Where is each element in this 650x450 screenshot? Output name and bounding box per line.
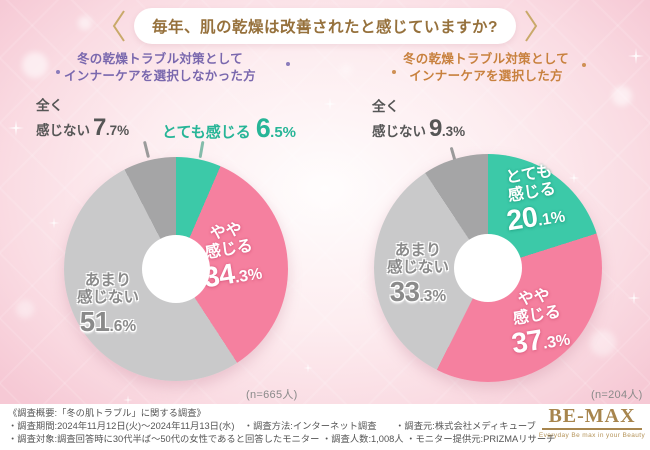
right-sample-size: (n=204人) — [591, 389, 643, 401]
left-label-totemo-text: とても感じる — [162, 124, 251, 141]
donut-hole — [142, 235, 210, 303]
decorative-dot — [286, 62, 290, 66]
right-slice-amari: あまり 感じない 33.3% — [387, 242, 449, 308]
left-amari-line1: あまり — [84, 272, 132, 290]
left-chart-header-line2: インナーケアを選択しなかった方 — [63, 68, 256, 83]
page-title: 毎年、肌の乾燥は改善されたと感じていますか? — [134, 8, 516, 44]
bemax-logo-name: BE-MAX — [548, 405, 636, 427]
left-angle-bracket-icon — [112, 10, 125, 42]
bokeh-dot — [16, 300, 34, 318]
sparkle-icon — [303, 363, 313, 373]
bokeh-dot — [612, 86, 632, 106]
left-amari-line2: 感じない — [76, 289, 140, 307]
bokeh-dot — [320, 200, 330, 210]
right-label-mattaku: 全く 感じない 9.3% — [372, 99, 465, 144]
right-chart-header: 冬の乾燥トラブル対策として インナーケアを選択した方 — [374, 51, 598, 85]
right-slice-yaya: やや 感じる 37.3% — [504, 285, 572, 361]
sparkle-icon — [627, 291, 641, 305]
left-label-totemo: とても感じる 6.5% — [162, 113, 296, 144]
left-mattaku-percent: 7.7% — [93, 114, 130, 142]
bokeh-dot — [78, 16, 92, 30]
bokeh-dot — [340, 64, 352, 76]
survey-line-3: ・調査対象:調査回答時に30代半ば〜50代の女性であると回答したモニター ・調査… — [8, 434, 556, 445]
donut-chart-not-selected: やや 感じる 34.3% あまり 感じない 51.6% — [64, 157, 288, 381]
right-yaya-percent: 37.3% — [509, 323, 572, 361]
right-amari-line2: 感じない — [386, 259, 450, 277]
right-chart-header-line2: インナーケアを選択した方 — [409, 68, 563, 83]
sparkle-icon — [48, 217, 60, 229]
sparkle-icon — [628, 48, 644, 64]
right-label-mattaku-line2: 感じない — [372, 124, 426, 140]
footer: 《調査概要:「冬の肌トラブル」に関する調査》 ・調査期間:2024年11月12日… — [0, 404, 650, 450]
right-mattaku-percent: 9.3% — [429, 115, 466, 143]
left-label-mattaku-line1: 全く — [36, 98, 63, 113]
decorative-dot — [392, 70, 396, 74]
decorative-dot — [56, 70, 60, 74]
bokeh-dot — [590, 330, 616, 356]
right-amari-line1: あまり — [394, 242, 442, 260]
leader-line-left-mattaku — [142, 140, 150, 159]
left-amari-percent: 51.6% — [79, 305, 137, 337]
bemax-logo: BE-MAX Everyday Be max in your Beauty — [538, 405, 646, 440]
donut-chart-selected: とても 感じる 20.1% やや 感じる 37.3% あまり 感じない 33.3… — [374, 154, 602, 382]
right-angle-bracket-icon — [525, 10, 538, 42]
right-chart-header-line1: 冬の乾燥トラブル対策として — [402, 52, 570, 66]
bemax-logo-tagline: Everyday Be max in your Beauty — [538, 432, 646, 439]
right-totemo-percent: 20.1% — [504, 200, 567, 238]
sparkle-icon — [8, 120, 24, 136]
sparkle-icon — [123, 395, 133, 405]
left-chart-header-line1: 冬の乾燥トラブル対策として — [76, 52, 244, 66]
left-yaya-percent: 34.3% — [201, 257, 264, 295]
left-totemo-percent: 6.5% — [255, 113, 297, 143]
survey-outline: 《調査概要:「冬の肌トラブル」に関する調査》 ・調査期間:2024年11月12日… — [8, 407, 556, 447]
right-label-mattaku-line1: 全く — [372, 99, 399, 114]
sparkle-icon — [323, 97, 337, 111]
bokeh-dot — [22, 52, 48, 78]
donut-hole — [454, 234, 522, 302]
left-label-mattaku-line2: 感じない — [36, 123, 90, 139]
logo-divider — [542, 428, 642, 430]
survey-line-2: ・調査期間:2024年11月12日(火)〜2024年11月13日(水) ・調査方… — [8, 421, 536, 432]
title-bar: 毎年、肌の乾燥は改善されたと感じていますか? — [0, 8, 650, 44]
left-label-mattaku: 全く 感じない 7.7% — [36, 98, 129, 143]
left-chart-header: 冬の乾燥トラブル対策として インナーケアを選択しなかった方 — [38, 51, 282, 85]
survey-line-1: 《調査概要:「冬の肌トラブル」に関する調査》 — [8, 408, 206, 418]
left-sample-size: (n=665人) — [246, 389, 298, 401]
right-slice-totemo: とても 感じる 20.1% — [499, 162, 567, 238]
decorative-dot — [582, 63, 586, 67]
left-slice-amari: あまり 感じない 51.6% — [77, 272, 139, 338]
sparkle-icon — [568, 172, 580, 184]
right-amari-percent: 33.3% — [389, 275, 447, 307]
